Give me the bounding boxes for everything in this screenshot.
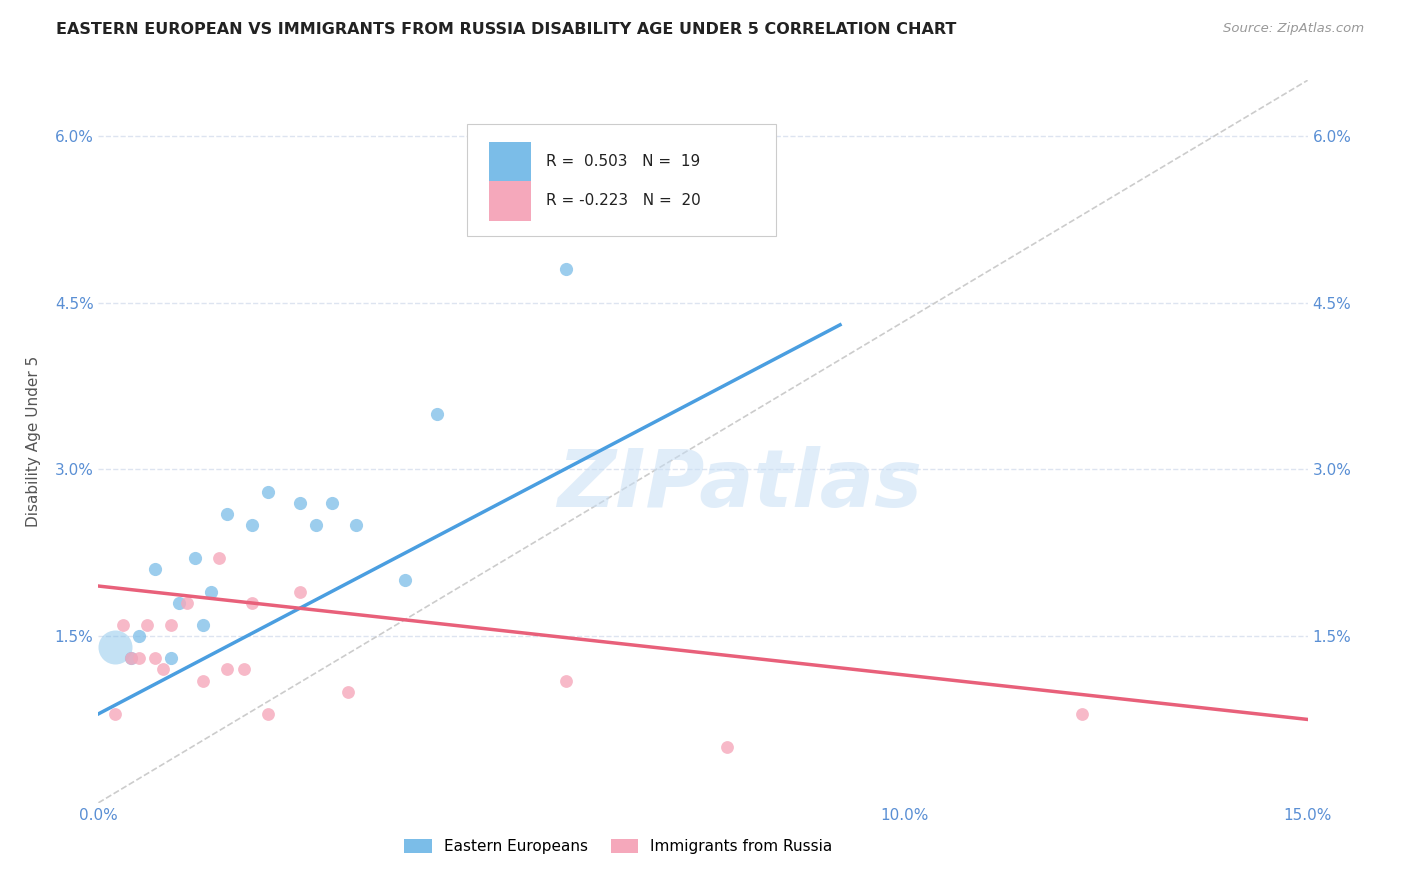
Point bbox=[143, 562, 166, 576]
Point bbox=[160, 651, 183, 665]
Point bbox=[716, 740, 738, 755]
Point bbox=[128, 629, 150, 643]
Point bbox=[256, 706, 278, 721]
Point bbox=[103, 706, 125, 721]
Point bbox=[120, 651, 142, 665]
Point bbox=[143, 651, 166, 665]
Point bbox=[128, 651, 150, 665]
FancyBboxPatch shape bbox=[489, 181, 531, 221]
Text: EASTERN EUROPEAN VS IMMIGRANTS FROM RUSSIA DISABILITY AGE UNDER 5 CORRELATION CH: EASTERN EUROPEAN VS IMMIGRANTS FROM RUSS… bbox=[56, 22, 956, 37]
Point bbox=[426, 407, 449, 421]
Point bbox=[305, 517, 328, 532]
Point bbox=[103, 640, 125, 655]
Legend: Eastern Europeans, Immigrants from Russia: Eastern Europeans, Immigrants from Russi… bbox=[398, 833, 839, 860]
Point bbox=[240, 517, 263, 532]
Point bbox=[120, 651, 142, 665]
Point bbox=[200, 584, 222, 599]
Point bbox=[160, 618, 183, 632]
Point bbox=[208, 551, 231, 566]
Point bbox=[256, 484, 278, 499]
Point bbox=[152, 662, 174, 676]
Point bbox=[193, 673, 215, 688]
Text: ZIPatlas: ZIPatlas bbox=[557, 446, 922, 524]
Text: R =  0.503   N =  19: R = 0.503 N = 19 bbox=[546, 153, 700, 169]
Text: Source: ZipAtlas.com: Source: ZipAtlas.com bbox=[1223, 22, 1364, 36]
Point bbox=[555, 262, 578, 277]
Point bbox=[337, 684, 360, 698]
Point bbox=[176, 596, 198, 610]
Point bbox=[394, 574, 416, 588]
Point bbox=[111, 618, 134, 632]
Point bbox=[555, 673, 578, 688]
Point bbox=[232, 662, 254, 676]
Point bbox=[240, 596, 263, 610]
Y-axis label: Disability Age Under 5: Disability Age Under 5 bbox=[25, 356, 41, 527]
Point bbox=[217, 662, 239, 676]
Point bbox=[193, 618, 215, 632]
Point bbox=[344, 517, 367, 532]
Point bbox=[167, 596, 190, 610]
Point bbox=[288, 496, 311, 510]
Point bbox=[184, 551, 207, 566]
FancyBboxPatch shape bbox=[489, 142, 531, 181]
Point bbox=[217, 507, 239, 521]
FancyBboxPatch shape bbox=[467, 124, 776, 235]
Text: R = -0.223   N =  20: R = -0.223 N = 20 bbox=[546, 194, 700, 209]
Point bbox=[135, 618, 157, 632]
Point bbox=[1070, 706, 1092, 721]
Point bbox=[321, 496, 343, 510]
Point bbox=[288, 584, 311, 599]
